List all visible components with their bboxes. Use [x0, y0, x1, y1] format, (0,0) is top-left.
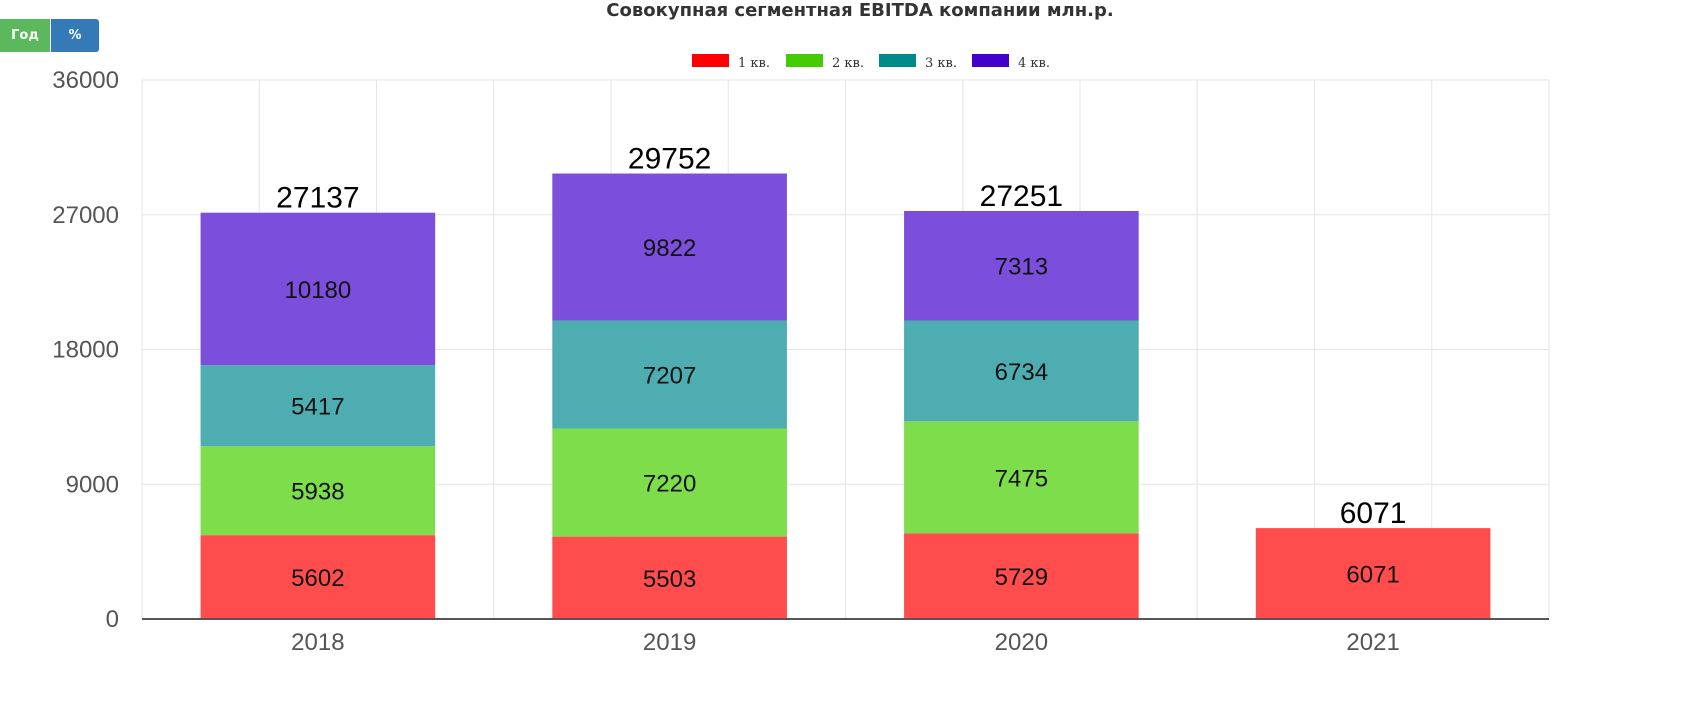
y-tick-label: 9000 — [66, 471, 119, 498]
legend-item[interactable]: 4 кв. — [972, 54, 1050, 71]
segment-value-label: 5503 — [643, 566, 696, 593]
bar-segment — [1255, 528, 1491, 619]
x-tick-label: 2018 — [291, 629, 344, 656]
segment-value-label: 6734 — [995, 359, 1048, 386]
segment-value-label: 7475 — [995, 465, 1048, 492]
segment-value-label: 9822 — [643, 235, 696, 262]
y-tick-label: 0 — [106, 606, 119, 633]
bar-segment — [904, 320, 1139, 422]
segment-value-label: 10180 — [285, 277, 352, 304]
segment-value-label: 5729 — [995, 564, 1048, 591]
bar-segment — [552, 320, 787, 429]
x-tick-label: 2021 — [1346, 629, 1399, 656]
bar-segment — [200, 212, 436, 366]
legend-label: 1 кв. — [738, 56, 770, 71]
legend-swatch — [692, 54, 729, 67]
segment-value-label: 7207 — [643, 363, 696, 390]
total-value-label: 27251 — [980, 180, 1063, 213]
legend-item[interactable]: 2 кв. — [786, 54, 864, 71]
total-value-label: 29752 — [628, 143, 711, 176]
x-tick-label: 2020 — [995, 629, 1048, 656]
x-axis: 2018 2019 2020 2021 — [142, 618, 1549, 656]
segment-value-label: 5417 — [291, 394, 344, 421]
percent-button[interactable]: % — [51, 19, 99, 52]
legend-label: 2 кв. — [832, 56, 864, 71]
segment-value-label: 7220 — [643, 471, 696, 498]
bar-segment — [552, 428, 787, 537]
legend-label: 4 кв. — [1018, 56, 1050, 71]
bars: 5602 5938 5417 10180 27137 5503 7220 7207 9822 29… — [200, 143, 1491, 619]
segment-value-label: 5602 — [291, 565, 344, 592]
legend-swatch — [972, 54, 1009, 67]
legend-label: 3 кв. — [925, 56, 957, 71]
legend-swatch — [786, 54, 823, 67]
bar-segment — [552, 173, 787, 321]
total-value-label: 6071 — [1340, 497, 1407, 530]
y-tick-label: 18000 — [52, 337, 119, 364]
segment-value-label: 5938 — [291, 479, 344, 506]
legend-item[interactable]: 3 кв. — [879, 54, 957, 71]
bar-segment — [552, 536, 787, 619]
bar-segment — [200, 535, 436, 619]
legend: 1 кв. 2 кв. 3 кв. 4 кв. — [692, 54, 1050, 71]
segment-value-label: 6071 — [1346, 562, 1399, 589]
total-value-label: 27137 — [276, 182, 359, 215]
y-tick-label: 36000 — [52, 67, 119, 94]
legend-swatch — [879, 54, 916, 67]
view-toggle: Год % — [0, 19, 99, 52]
y-tick-label: 27000 — [52, 202, 119, 229]
x-tick-label: 2019 — [643, 629, 696, 656]
bar-segment — [904, 210, 1139, 321]
chart-title: Совокупная сегментная EBITDA компании мл… — [606, 0, 1113, 21]
year-button[interactable]: Год — [0, 19, 50, 52]
segment-value-label: 7313 — [995, 254, 1048, 281]
legend-item[interactable]: 1 кв. — [692, 54, 770, 71]
bar-segment — [904, 533, 1139, 619]
bar-segment — [904, 421, 1139, 534]
bar-segment — [200, 365, 436, 447]
y-axis: 0 9000 18000 27000 36000 — [52, 67, 119, 633]
bar-segment — [200, 446, 436, 536]
